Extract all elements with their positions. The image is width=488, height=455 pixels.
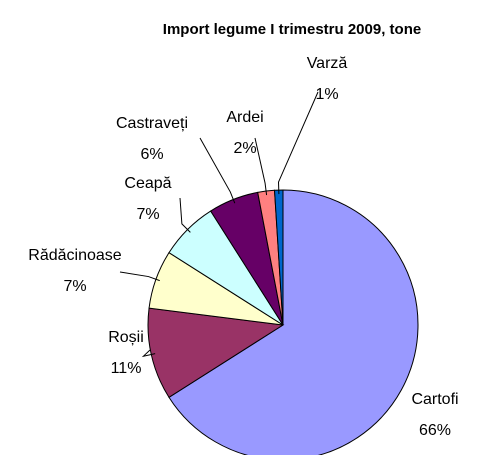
leader-line (119, 271, 160, 282)
slice-value-label: 7% (63, 278, 86, 295)
slice-value-label: 1% (315, 86, 338, 103)
slice-value-label: 2% (233, 140, 256, 157)
slice-value-label: 6% (140, 146, 163, 163)
pie-slice (168, 189, 419, 455)
leader-line (179, 197, 191, 233)
slice-value-label: 11% (111, 360, 142, 377)
slice-label: Ceapă (124, 175, 171, 192)
slice-label: Roșii (108, 329, 144, 346)
slice-value-label: 66% (419, 422, 451, 439)
slice-label: Castraveți (116, 115, 188, 132)
leader-line (278, 91, 319, 195)
leader-line (141, 349, 156, 358)
leader-line (199, 137, 236, 204)
slice-label: Cartofi (411, 391, 458, 408)
slice-label: Rădăcinoase (28, 247, 122, 264)
leader-line (254, 137, 268, 196)
slice-value-label: 7% (136, 206, 159, 223)
slice-label: Varză (307, 55, 348, 72)
slice-label: Ardei (226, 109, 263, 126)
chart-title: Import legume I trimestru 2009, tone (163, 21, 421, 38)
